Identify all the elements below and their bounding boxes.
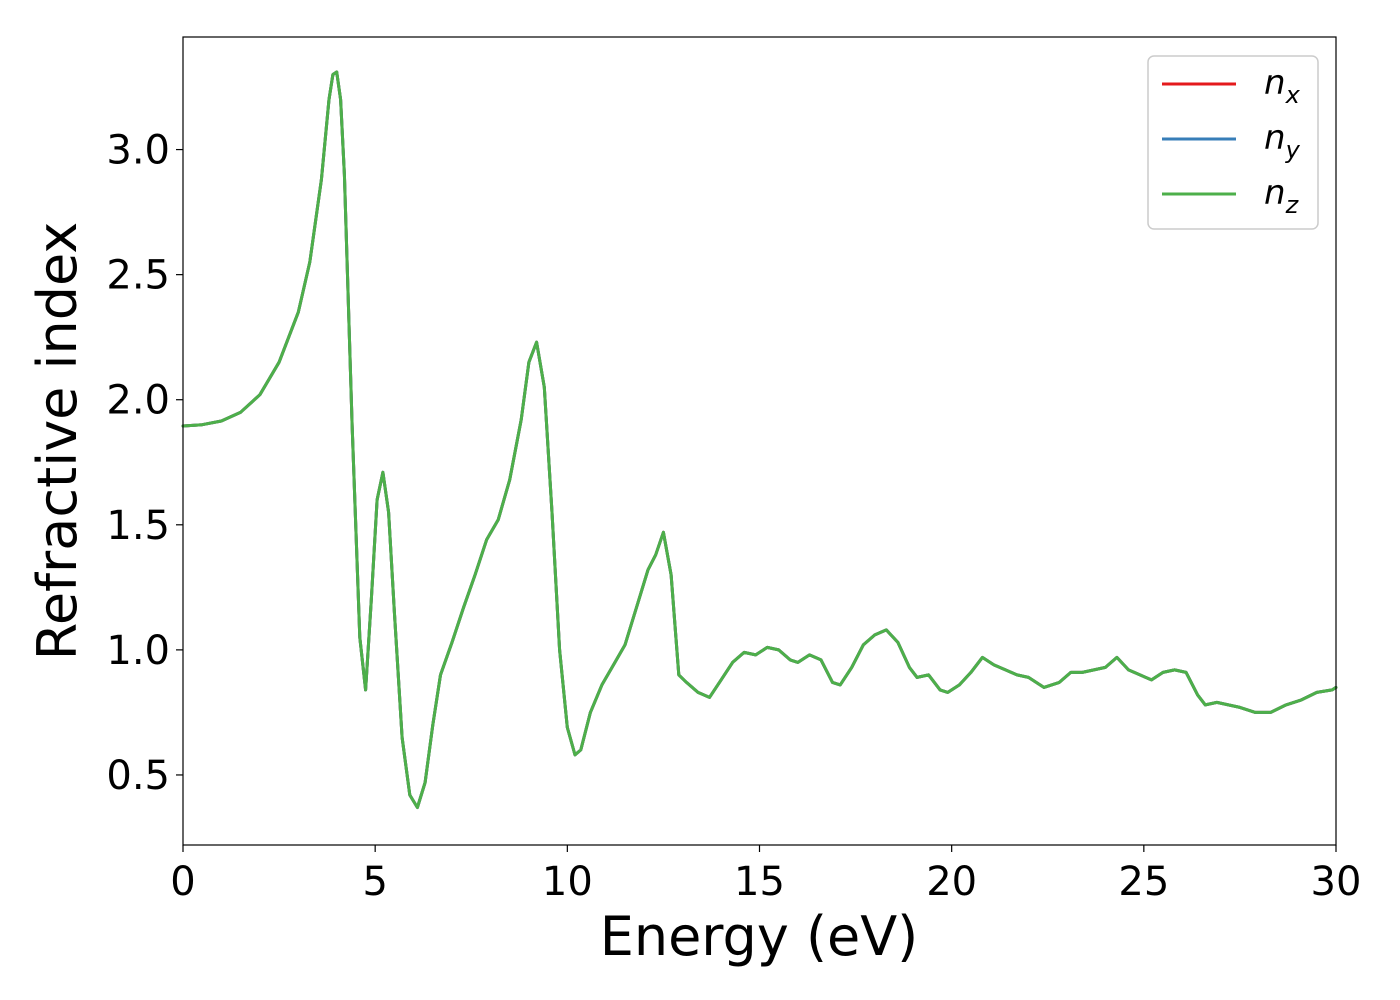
y-tick-label: 0.5 xyxy=(106,753,170,799)
y-tick-label: 2.5 xyxy=(106,253,170,299)
x-tick-label: 15 xyxy=(734,859,785,905)
y-tick-label: 1.0 xyxy=(106,628,170,674)
x-tick-label: 25 xyxy=(1118,859,1169,905)
series-line-nz xyxy=(181,70,1338,809)
x-axis: 0 5 10 15 20 25 30 xyxy=(170,845,1361,905)
x-axis-title: Energy (eV) xyxy=(600,905,919,968)
x-tick-label: 5 xyxy=(362,859,387,905)
x-tick-label: 30 xyxy=(1311,859,1362,905)
x-tick-label: 10 xyxy=(542,859,593,905)
y-tick-label: 1.5 xyxy=(106,503,170,549)
legend-box xyxy=(1147,55,1319,230)
x-tick-label: 20 xyxy=(926,859,977,905)
y-axis: 0.5 1.0 1.5 2.0 2.5 3.0 xyxy=(106,128,183,799)
y-axis-title: Refractive index xyxy=(26,222,89,661)
x-tick-label: 0 xyxy=(170,859,195,905)
series-layer xyxy=(181,70,1338,809)
y-tick-label: 3.0 xyxy=(106,128,170,174)
y-tick-label: 2.0 xyxy=(106,378,170,424)
